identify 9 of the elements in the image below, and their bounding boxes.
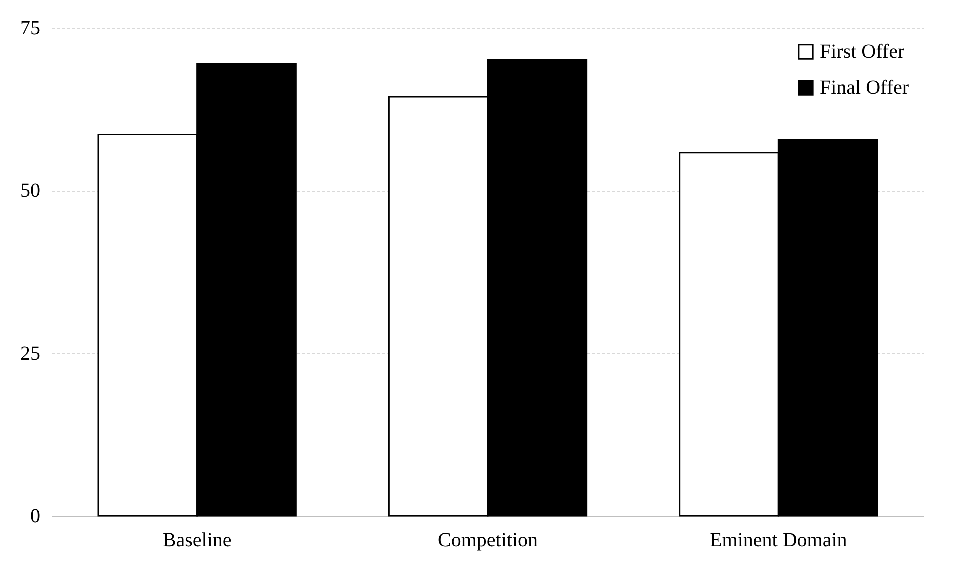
legend-label: First Offer — [820, 41, 905, 63]
y-tick-label: 75 — [20, 18, 40, 40]
x-tick-label: Baseline — [162, 530, 232, 552]
x-tick-label: Competition — [438, 530, 538, 552]
y-tick-label: 0 — [30, 506, 40, 528]
x-tick-label: Eminent Domain — [710, 530, 848, 552]
y-tick-label: 50 — [20, 180, 40, 202]
y-tick-label: 25 — [20, 342, 40, 365]
legend-label: Final Offer — [820, 77, 910, 99]
